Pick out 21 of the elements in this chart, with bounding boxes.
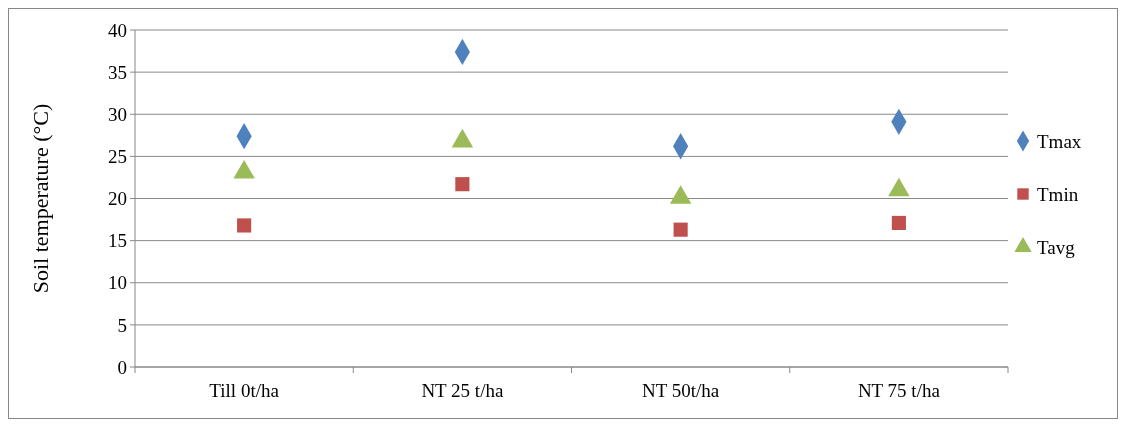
point (891, 215, 906, 230)
y-axis-title: Soil temperature (°C) (28, 103, 53, 294)
y-tick-label: 35 (108, 61, 127, 83)
y-tick-label: 30 (108, 103, 127, 125)
y-tick-label: 5 (117, 314, 127, 336)
x-tick-label: Till 0t/ha (209, 380, 280, 401)
y-tick-label: 0 (117, 356, 127, 378)
legend-label: Tmax (1037, 130, 1082, 152)
legend-label: Tavg (1037, 236, 1076, 258)
y-tick-label: 10 (108, 272, 127, 294)
y-tick-label: 25 (108, 146, 127, 168)
x-tick-label: NT 25 t/ha (421, 380, 504, 401)
legend-label: Tmin (1037, 183, 1079, 205)
y-tick-label: 20 (108, 188, 127, 210)
y-tick-label: 15 (108, 230, 127, 252)
x-tick-label: NT 75 t/ha (857, 380, 941, 401)
point (455, 177, 470, 192)
point (237, 218, 252, 233)
point (673, 222, 688, 237)
x-tick-label: NT 50t/ha (642, 380, 720, 401)
y-tick-label: 40 (108, 19, 127, 41)
